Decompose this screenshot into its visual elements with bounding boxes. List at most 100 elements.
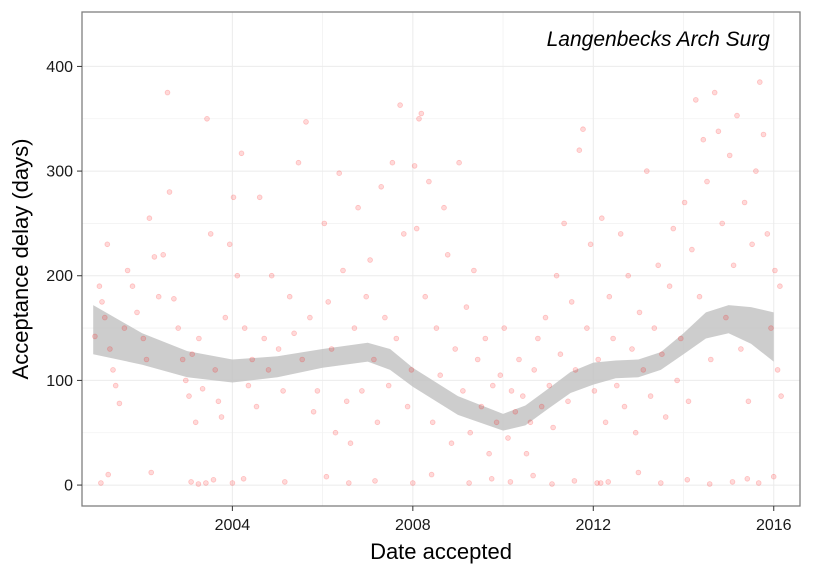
data-point bbox=[433, 325, 440, 331]
data-point bbox=[549, 481, 555, 487]
data-point bbox=[466, 480, 472, 486]
data-point bbox=[535, 335, 541, 342]
x-axis-title: Date accepted bbox=[370, 539, 512, 564]
data-point bbox=[613, 382, 620, 389]
data-point bbox=[606, 293, 613, 300]
data-point bbox=[307, 314, 313, 321]
data-point bbox=[355, 204, 361, 211]
data-point bbox=[413, 225, 420, 232]
data-point bbox=[647, 393, 654, 399]
data-point bbox=[598, 215, 605, 222]
data-point bbox=[617, 231, 624, 237]
data-point bbox=[143, 356, 150, 363]
data-point bbox=[222, 314, 229, 321]
data-point bbox=[310, 408, 317, 415]
data-point bbox=[105, 471, 111, 478]
data-point bbox=[378, 184, 385, 190]
data-point bbox=[741, 199, 748, 206]
data-point bbox=[730, 262, 737, 269]
data-point bbox=[418, 110, 425, 117]
x-axis: 2004 2008 2012 2016 bbox=[215, 506, 792, 534]
data-point bbox=[265, 367, 272, 373]
data-point bbox=[674, 377, 680, 384]
data-point bbox=[441, 204, 447, 211]
data-point bbox=[393, 335, 400, 342]
data-point bbox=[591, 388, 598, 394]
data-point bbox=[744, 475, 751, 482]
data-point bbox=[207, 231, 214, 237]
data-point bbox=[275, 346, 282, 352]
data-point bbox=[98, 480, 104, 486]
data-point bbox=[400, 231, 407, 237]
data-point bbox=[553, 272, 560, 279]
data-point bbox=[367, 257, 373, 263]
data-point bbox=[493, 419, 500, 426]
data-point bbox=[753, 168, 759, 174]
data-point bbox=[363, 293, 370, 300]
data-point bbox=[347, 440, 354, 447]
data-point bbox=[99, 299, 105, 305]
data-point bbox=[281, 479, 288, 485]
y-tick-label: 0 bbox=[64, 478, 73, 495]
data-point bbox=[519, 393, 526, 399]
data-point bbox=[336, 170, 343, 177]
data-point bbox=[643, 168, 650, 174]
data-point bbox=[203, 480, 209, 486]
data-point bbox=[245, 382, 252, 389]
data-point bbox=[429, 419, 436, 426]
data-point bbox=[471, 267, 477, 274]
data-point bbox=[280, 388, 286, 394]
data-point bbox=[685, 398, 692, 405]
grid-major bbox=[82, 12, 800, 506]
data-point bbox=[411, 163, 418, 169]
smooth-band bbox=[93, 305, 774, 431]
data-point bbox=[448, 440, 455, 447]
data-point bbox=[230, 194, 237, 201]
data-point bbox=[343, 398, 350, 405]
data-point bbox=[700, 136, 707, 143]
data-point bbox=[408, 367, 415, 373]
data-point bbox=[689, 246, 695, 253]
data-point bbox=[677, 335, 684, 342]
x-tick-label: 2008 bbox=[395, 517, 431, 534]
data-point bbox=[155, 293, 162, 300]
data-point bbox=[719, 220, 725, 227]
data-point bbox=[546, 382, 553, 389]
data-point bbox=[527, 419, 534, 426]
data-point bbox=[240, 475, 247, 482]
data-point bbox=[186, 393, 192, 399]
data-point bbox=[160, 252, 167, 258]
data-point bbox=[189, 351, 196, 358]
data-point bbox=[568, 299, 575, 305]
data-point bbox=[530, 472, 536, 479]
data-point bbox=[422, 293, 429, 300]
data-point bbox=[112, 382, 119, 389]
data-point bbox=[723, 314, 729, 321]
data-point bbox=[166, 189, 173, 195]
data-point bbox=[760, 131, 767, 138]
data-point bbox=[571, 478, 578, 484]
data-point bbox=[770, 473, 777, 480]
data-point bbox=[610, 335, 616, 342]
data-point bbox=[531, 367, 537, 373]
data-point bbox=[696, 293, 703, 300]
plot-border bbox=[81, 11, 801, 507]
data-point bbox=[188, 479, 194, 485]
data-point bbox=[389, 159, 396, 166]
data-point bbox=[659, 351, 665, 358]
data-point bbox=[587, 241, 594, 248]
data-point bbox=[96, 283, 103, 290]
data-point bbox=[681, 199, 688, 206]
data-point bbox=[706, 481, 713, 487]
data-point bbox=[755, 480, 762, 486]
data-point bbox=[148, 469, 155, 476]
x-tick-label: 2016 bbox=[756, 517, 792, 534]
chart-annotation: Langenbecks Arch Surg bbox=[547, 28, 771, 51]
data-point bbox=[226, 241, 233, 248]
data-point bbox=[704, 178, 710, 185]
data-point bbox=[249, 356, 256, 363]
data-point bbox=[745, 398, 752, 405]
data-point bbox=[670, 225, 677, 232]
data-point bbox=[195, 481, 202, 487]
